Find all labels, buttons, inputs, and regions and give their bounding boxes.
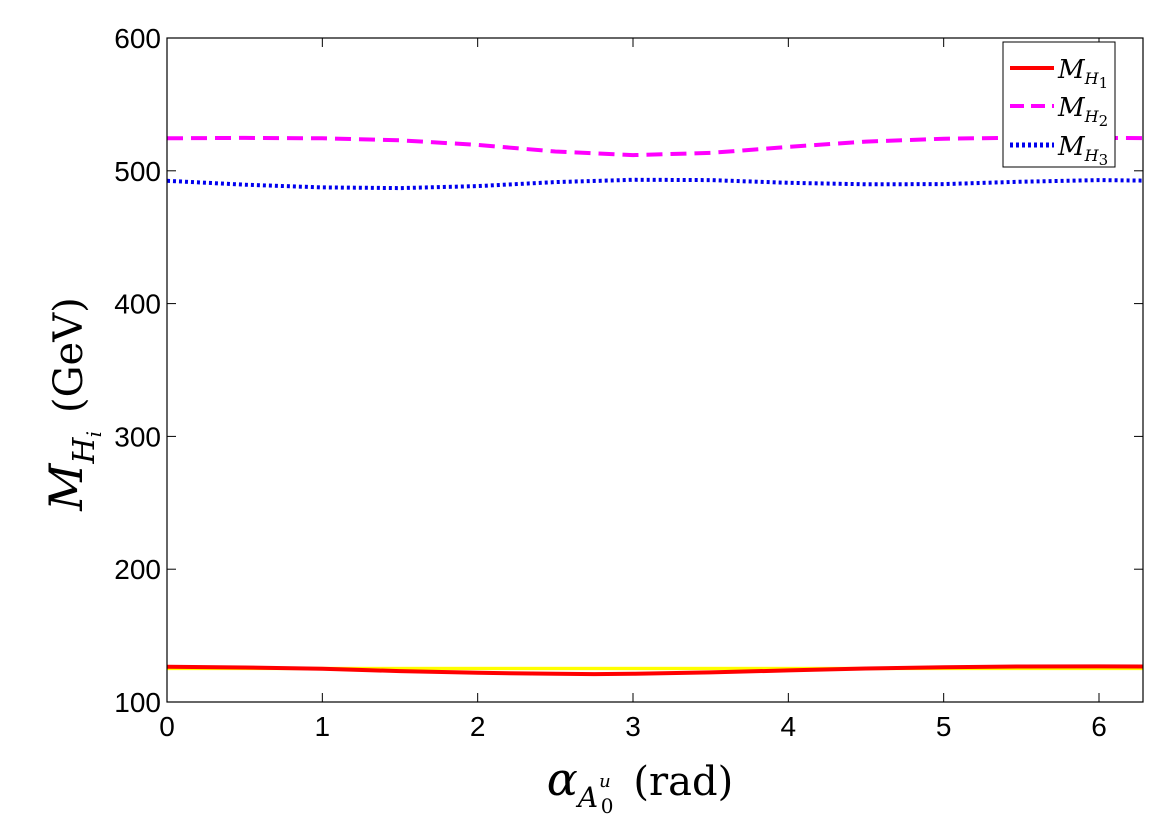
series-line-mh1 xyxy=(166,664,1144,677)
x-tick-label: 1 xyxy=(315,711,331,742)
x-tick-label: 3 xyxy=(625,711,641,742)
x-tick-label: 0 xyxy=(159,711,175,742)
axis-ticks: 0 1 2 3 4 5 6 100 200 300 400 500 600 xyxy=(114,23,1143,742)
y-axis-subsub: i xyxy=(82,431,106,437)
y-tick-label: 200 xyxy=(114,554,161,585)
y-tick-label: 300 xyxy=(114,421,161,452)
yellow-band xyxy=(167,666,1143,671)
x-axis-sup: u xyxy=(599,771,611,792)
x-tick-label: 4 xyxy=(781,711,797,742)
y-tick-label: 400 xyxy=(114,289,161,320)
legend-label-mh1: MH1 xyxy=(1057,55,1108,92)
x-axis-label: αAu 0 (rad) xyxy=(547,752,733,818)
x-axis-symbol: α xyxy=(547,752,578,806)
x-tick-label: 2 xyxy=(470,711,486,742)
legend-entry-mh3: MH3 xyxy=(1010,132,1108,169)
x-axis-subsub: 0 xyxy=(601,794,614,818)
y-axis-symbol: M xyxy=(39,462,93,512)
x-tick-label: 6 xyxy=(1091,711,1107,742)
legend-entry-mh1: MH1 xyxy=(1010,55,1108,92)
y-axis-label: MHi (GeV) xyxy=(39,297,106,511)
legend-label-mh3: MH3 xyxy=(1057,132,1108,169)
x-axis-unit: (rad) xyxy=(633,759,733,805)
y-tick-label: 600 xyxy=(114,23,161,54)
series-line-mh3 xyxy=(166,177,1144,191)
y-tick-label: 100 xyxy=(114,687,161,718)
legend: MH1 MH2 MH3 xyxy=(1002,41,1116,169)
y-tick-label: 500 xyxy=(114,156,161,187)
x-tick-label: 5 xyxy=(936,711,952,742)
plot-frame xyxy=(166,37,1144,703)
x-axis-sub: A xyxy=(575,781,598,814)
legend-label-mh2: MH2 xyxy=(1057,93,1108,130)
y-axis-unit: (GeV) xyxy=(46,297,92,413)
y-axis-sub: H xyxy=(67,437,102,465)
legend-entry-mh2: MH2 xyxy=(1010,93,1108,130)
